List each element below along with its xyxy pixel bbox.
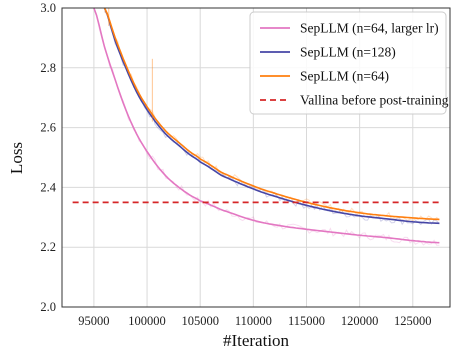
series-line: [103, 7, 440, 221]
x-tick-label: 125000: [394, 314, 432, 328]
legend-label: Vallina before post-training: [300, 93, 449, 108]
y-tick-label: 3.0: [40, 1, 56, 15]
x-tick-label: 110000: [235, 314, 272, 328]
x-tick-label: 105000: [181, 314, 219, 328]
x-tick-label: 95000: [78, 314, 109, 328]
y-tick-labels: 2.0 2.2 2.4 2.6 2.8 3.0: [40, 1, 56, 314]
y-tick-label: 2.6: [40, 121, 56, 135]
legend-label: SepLLM (n=64, larger lr): [300, 21, 439, 36]
x-tick-labels: 95000 100000 105000 110000 115000 120000 12500…: [78, 314, 431, 328]
legend-box: [249, 11, 447, 115]
plot-frame: [61, 7, 451, 308]
x-axis-label: #Iteration: [223, 331, 290, 350]
legend: SepLLM (n=64, larger lr) SepLLM (n=128) Se…: [249, 11, 449, 115]
x-tick-label: 120000: [341, 314, 379, 328]
y-tick-label: 2.0: [40, 300, 56, 314]
legend-label: SepLLM (n=64): [300, 69, 389, 84]
y-axis-label: Loss: [7, 142, 26, 174]
legend-label: SepLLM (n=128): [300, 45, 396, 60]
series-line: [93, 7, 440, 244]
y-tick-label: 2.8: [40, 61, 56, 75]
x-tick-label: 115000: [288, 314, 325, 328]
x-tick-label: 100000: [128, 314, 166, 328]
legend-items: SepLLM (n=64, larger lr) SepLLM (n=128) Se…: [260, 21, 449, 108]
series-lines: [72, 7, 440, 244]
series-line: [103, 7, 440, 225]
y-tick-label: 2.4: [40, 180, 56, 194]
y-tick-label: 2.2: [40, 240, 56, 254]
